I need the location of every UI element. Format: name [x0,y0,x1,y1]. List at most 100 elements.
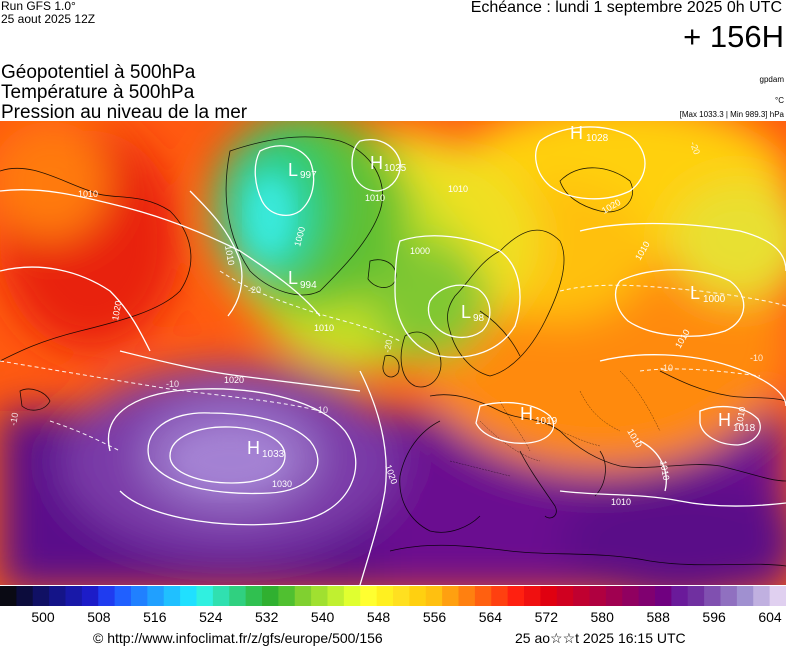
svg-text:1010: 1010 [448,184,468,194]
svg-text:-10: -10 [166,379,179,389]
svg-text:-10: -10 [315,405,328,415]
unit-pressure-range: [Max 1033.3 | Min 989.3] hPa [679,110,784,119]
legend-swatch [311,586,329,606]
svg-text:1018: 1018 [733,423,756,434]
legend-swatch [245,586,263,606]
legend-swatch [376,586,394,606]
legend-swatch [540,586,558,606]
legend-swatch [605,586,623,606]
legend-tick-label: 524 [199,609,223,625]
svg-text:-10: -10 [8,412,20,427]
svg-text:1010: 1010 [734,406,747,427]
svg-text:L: L [288,160,298,180]
low-label-98: L 98 [461,302,485,324]
svg-text:1010: 1010 [365,193,385,203]
legend-swatch [687,586,705,606]
legend-swatch [507,586,525,606]
svg-text:994: 994 [300,280,317,291]
svg-text:98: 98 [473,313,485,324]
legend-swatch [704,586,722,606]
run-title: Run GFS 1.0° [1,0,76,13]
svg-text:H: H [520,404,533,424]
svg-text:1000: 1000 [410,246,430,256]
svg-text:L: L [690,283,700,303]
svg-text:H: H [247,438,260,458]
legend-tick-label: 556 [422,609,447,625]
isobars [0,126,786,585]
legend-swatch [442,586,460,606]
legend-swatch [622,586,640,606]
source-url: © http://www.infoclimat.fr/z/gfs/europe/… [93,630,383,646]
legend-swatch [556,586,574,606]
svg-text:1028: 1028 [586,133,609,144]
legend-swatch [327,586,345,606]
color-scale-legend [0,586,786,606]
svg-text:L: L [288,268,298,288]
legend-swatch [524,586,541,606]
legend-swatches [0,586,786,606]
legend-swatch [589,586,607,606]
svg-text:1025: 1025 [384,163,407,174]
legend-swatch [81,586,99,606]
legend-swatch [474,586,492,606]
borders [449,370,661,477]
legend-swatch [458,586,476,606]
legend-swatch [212,586,230,606]
svg-text:1010: 1010 [658,460,671,481]
svg-text:L: L [461,302,471,322]
svg-text:1019: 1019 [535,416,558,427]
legend-swatch [49,586,67,606]
high-label-1028: H 1028 [570,123,609,144]
legend-swatch [769,586,786,606]
legend-swatch [638,586,656,606]
legend-tick-label: 540 [310,609,335,625]
legend-tick-label: 572 [534,609,558,625]
isotherms [0,270,786,452]
legend-swatch [425,586,443,606]
legend-swatch [360,586,378,606]
low-label-994: L 994 [288,268,317,291]
legend-swatch [573,586,591,606]
legend-swatch [0,586,17,606]
legend-swatch [655,586,672,606]
forecast-valid-time: Echéance : lundi 1 septembre 2025 0h UTC [470,0,782,16]
legend-swatch [98,586,116,606]
legend-tick-label: 548 [366,609,391,625]
unit-temperature: °C [775,96,784,105]
svg-text:H: H [570,123,583,143]
svg-text:H: H [718,410,731,430]
legend-tick-label: 564 [478,609,503,625]
svg-text:-10: -10 [750,353,763,363]
legend-swatch [294,586,312,606]
legend-swatch [262,586,279,606]
legend-tick-label: 604 [758,609,782,625]
legend-swatch [720,586,738,606]
legend-swatch [491,586,509,606]
svg-text:1010: 1010 [223,245,236,266]
legend-swatch [393,586,410,606]
svg-text:1020: 1020 [110,300,123,321]
svg-text:H: H [370,153,383,173]
high-label-1025: H 1025 [370,153,407,174]
legend-swatch [278,586,296,606]
svg-text:-10: -10 [660,363,673,373]
high-label-1019: H 1019 [520,404,558,427]
svg-text:1030: 1030 [272,479,292,489]
legend-swatch [32,586,50,606]
legend-swatch [114,586,132,606]
svg-text:997: 997 [300,170,317,181]
low-label-997: L 997 [288,160,317,181]
forecast-lead-time: + 156H [683,19,784,54]
svg-text:-20: -20 [382,339,394,354]
legend-swatch [163,586,181,606]
legend-swatch [736,586,754,606]
svg-text:1010: 1010 [611,497,631,507]
legend-tick-label: 588 [646,609,670,625]
legend-tick-label: 532 [255,609,279,625]
legend-swatch [409,586,427,606]
legend-tick-label: 596 [702,609,726,625]
generation-timestamp: 25 ao☆☆t 2025 16:15 UTC [515,630,686,646]
legend-swatch [65,586,83,606]
